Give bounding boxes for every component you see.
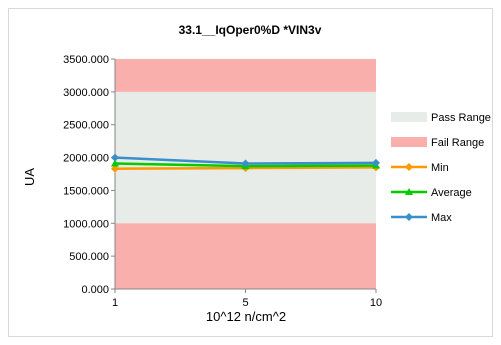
legend-label-pass-range: Pass Range — [431, 112, 491, 124]
band-fail-range-1 — [115, 223, 376, 289]
series-group — [111, 153, 380, 173]
y-tick-label: 3000.000 — [63, 87, 109, 99]
y-tick-label: 2500.000 — [63, 120, 109, 132]
chart-svg: 33.1__IqOper0%D *VIN3v 0.000 500.000 1000.… — [22, 23, 491, 324]
legend-label-max: Max — [431, 212, 452, 224]
y-tick-label: 500.000 — [69, 251, 109, 263]
range-bands — [115, 59, 376, 289]
legend-marker-average — [405, 188, 413, 195]
x-tick-label: 10 — [370, 297, 382, 309]
y-tick-label: 1000.000 — [63, 218, 109, 230]
band-pass-range-0 — [115, 91, 376, 224]
x-tick-label: 5 — [242, 297, 248, 309]
y-axis-title: UA — [22, 168, 37, 186]
y-tick-label: 0.000 — [81, 284, 109, 296]
axes: 0.000 500.000 1000.000 1500.000 2000.000 2500… — [63, 54, 382, 309]
legend-label-average: Average — [431, 187, 472, 199]
band-fail-range-2 — [115, 59, 376, 92]
legend-label-fail-range: Fail Range — [431, 137, 484, 149]
legend-swatch-pass-range — [391, 112, 427, 122]
point-average — [111, 159, 119, 167]
legend-marker-min — [405, 163, 413, 171]
legend: Pass Range Fail Range Min Average Max — [391, 112, 491, 224]
legend-swatch-fail-range — [391, 137, 427, 147]
chart-frame: 33.1__IqOper0%D *VIN3v 0.000 500.000 1000.… — [8, 8, 493, 337]
point-max — [111, 153, 119, 162]
chart-title: 33.1__IqOper0%D *VIN3v — [179, 23, 322, 37]
x-axis-title: 10^12 n/cm^2 — [206, 309, 286, 324]
legend-marker-max — [405, 213, 413, 221]
y-tick-label: 3500.000 — [63, 54, 109, 66]
point-max — [241, 159, 250, 168]
point-max — [372, 158, 380, 167]
x-tick-label: 1 — [112, 297, 118, 309]
legend-label-min: Min — [431, 162, 449, 174]
point-min — [111, 164, 119, 173]
y-tick-label: 2000.000 — [63, 153, 109, 165]
y-tick-label: 1500.000 — [63, 185, 109, 197]
